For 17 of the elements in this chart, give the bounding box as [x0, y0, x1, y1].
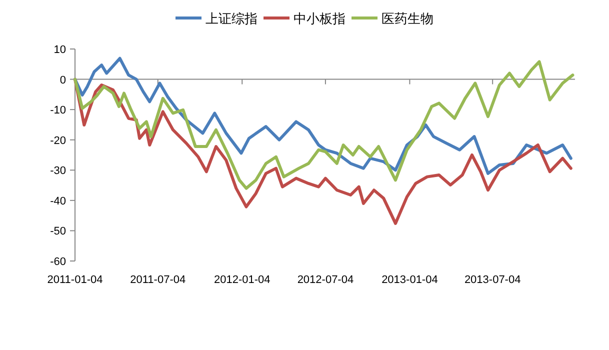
legend-label: 上证综指 [206, 11, 258, 26]
y-tick-label: -30 [50, 165, 66, 178]
x-tick-label: 2013-07-04 [464, 274, 521, 286]
y-tick-label: 10 [54, 44, 66, 56]
y-tick-label: -60 [50, 256, 66, 268]
x-tick-label: 2013-01-04 [382, 274, 438, 286]
legend-label: 中小板指 [294, 11, 346, 26]
y-tick-label: -10 [50, 104, 66, 117]
x-tick-label: 2012-01-04 [214, 274, 270, 286]
x-tick-label: 2011-01-04 [47, 274, 103, 286]
y-tick-label: -50 [50, 226, 66, 238]
y-tick-label: 0 [60, 74, 66, 86]
y-tick-label: -40 [50, 195, 66, 208]
x-tick-label: 2011-07-04 [130, 274, 186, 286]
y-tick-label: -20 [50, 134, 66, 147]
x-tick-label: 2012-07-04 [297, 274, 354, 286]
legend-label: 医药生物 [382, 11, 434, 26]
